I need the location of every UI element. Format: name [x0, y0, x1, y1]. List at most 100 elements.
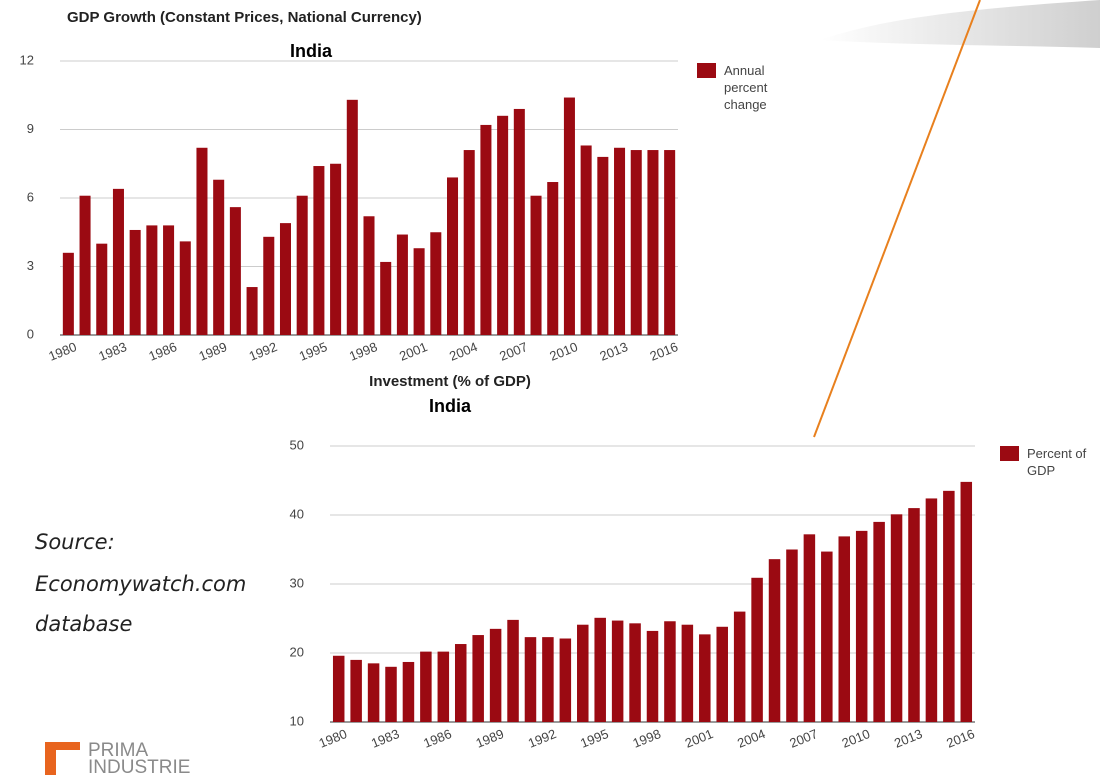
bar — [96, 243, 108, 335]
bar — [367, 663, 380, 722]
bar — [396, 234, 408, 335]
bar — [402, 661, 415, 722]
bar — [213, 179, 225, 335]
bar — [454, 644, 467, 722]
y-tick-label: 20 — [290, 644, 304, 659]
x-tick-label: 1983 — [369, 726, 401, 751]
bar — [855, 530, 868, 722]
chart-title: Investment (% of GDP) — [369, 373, 531, 390]
y-tick-label: 3 — [27, 258, 34, 273]
x-tick-label: 1980 — [46, 339, 78, 364]
bar — [79, 195, 91, 335]
bar — [580, 145, 592, 335]
y-tick-label: 12 — [20, 52, 34, 67]
x-tick-label: 2001 — [683, 726, 715, 751]
bar — [647, 150, 659, 335]
bar — [629, 623, 641, 722]
x-tick-label: 2001 — [397, 339, 429, 364]
bar — [664, 150, 676, 335]
x-tick-label: 2010 — [547, 339, 579, 364]
bar — [611, 620, 624, 722]
y-tick-label: 50 — [290, 437, 304, 452]
bar — [594, 617, 606, 722]
x-tick-label: 1992 — [526, 726, 558, 751]
bar — [547, 182, 559, 335]
legend-swatch — [1000, 446, 1019, 461]
x-tick-label: 2013 — [892, 726, 924, 751]
bar — [577, 624, 589, 722]
bar — [542, 637, 554, 722]
bar — [559, 638, 572, 722]
x-tick-label: 2013 — [598, 339, 630, 364]
x-tick-label: 1998 — [347, 339, 379, 364]
y-tick-label: 10 — [290, 713, 304, 728]
source-text: Economywatch.com — [35, 572, 247, 596]
bar — [480, 124, 492, 335]
bar — [646, 630, 659, 722]
bar — [279, 223, 291, 335]
bar — [363, 216, 375, 335]
bar — [179, 241, 191, 335]
x-tick-label: 2004 — [735, 726, 767, 751]
bar — [437, 651, 450, 722]
x-tick-label: 2010 — [840, 726, 872, 751]
source-text: Source: — [35, 530, 115, 554]
bar — [716, 626, 728, 722]
connector-line — [813, 0, 981, 438]
bar — [196, 147, 208, 335]
source-text: database — [35, 612, 133, 636]
y-tick-label: 9 — [27, 121, 34, 136]
chart-title: GDP Growth (Constant Prices, National Cu… — [67, 9, 422, 26]
bar — [733, 611, 746, 722]
bar — [489, 628, 502, 722]
bar — [960, 481, 973, 722]
x-tick-label: 1998 — [630, 726, 662, 751]
x-tick-label: 1983 — [96, 339, 128, 364]
bar — [838, 536, 851, 722]
logo-text: INDUSTRIE — [88, 757, 191, 775]
legend-swatch — [697, 63, 716, 78]
bar — [229, 207, 241, 335]
bar — [413, 248, 425, 335]
bar — [246, 287, 258, 335]
bar — [821, 551, 833, 722]
bar — [614, 147, 626, 335]
bar — [890, 514, 903, 722]
bar — [313, 166, 325, 335]
bar — [786, 549, 798, 722]
bar — [751, 577, 763, 722]
bar — [563, 97, 575, 336]
x-tick-label: 2016 — [944, 726, 976, 751]
bar — [768, 559, 781, 722]
bar — [524, 637, 537, 722]
y-tick-label: 6 — [27, 189, 34, 204]
bar — [112, 188, 124, 335]
bar — [803, 534, 816, 722]
x-tick-label: 2007 — [497, 339, 529, 364]
bar — [630, 150, 642, 335]
x-tick-label: 2007 — [787, 726, 819, 751]
x-tick-label: 2016 — [648, 339, 680, 364]
legend-label: Annual percent change — [724, 63, 768, 112]
bar — [332, 655, 345, 722]
decor-image — [820, 0, 1100, 48]
bar — [263, 236, 275, 335]
logo-icon — [45, 742, 80, 775]
bar — [330, 163, 342, 335]
chart-subtitle: India — [429, 396, 472, 416]
x-tick-label: 1995 — [578, 726, 610, 751]
x-tick-label: 1995 — [297, 339, 329, 364]
bar — [664, 621, 676, 722]
bar — [129, 229, 141, 335]
y-tick-label: 30 — [290, 575, 304, 590]
legend-label: Percent of GDP — [1027, 446, 1087, 478]
bar — [146, 225, 158, 335]
bar — [163, 225, 175, 335]
bar — [908, 508, 920, 722]
chart-subtitle: India — [290, 41, 333, 61]
y-tick-label: 0 — [27, 326, 34, 341]
bar — [681, 624, 694, 722]
bar — [380, 261, 392, 335]
